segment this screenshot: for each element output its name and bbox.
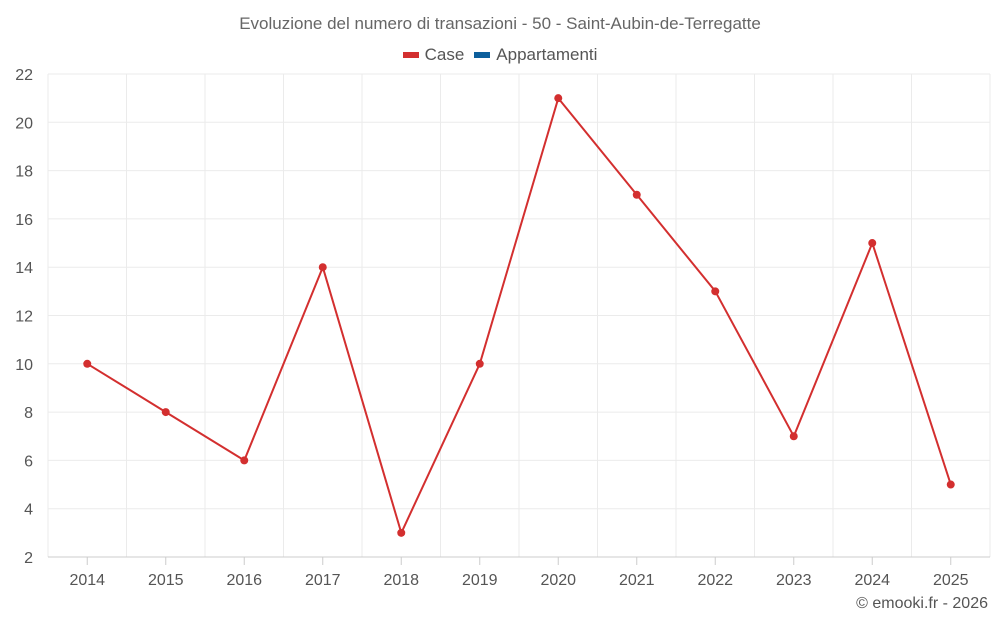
data-point-case (554, 94, 563, 103)
data-point-case (711, 287, 720, 296)
y-tick-label: 8 (24, 405, 33, 422)
x-tick-label: 2020 (540, 572, 576, 589)
y-tick-label: 6 (24, 453, 33, 470)
y-tick-label: 12 (15, 309, 33, 326)
data-point-case (868, 239, 877, 248)
data-point-case (789, 432, 798, 441)
x-tick-label: 2016 (226, 572, 262, 589)
x-tick-label: 2021 (619, 572, 655, 589)
x-tick-label: 2024 (854, 572, 890, 589)
data-point-case (397, 528, 406, 537)
x-tick-label: 2014 (69, 572, 105, 589)
legend-label-appartamenti: Appartamenti (496, 45, 598, 64)
x-tick-label: 2017 (305, 572, 341, 589)
y-tick-label: 16 (15, 212, 33, 229)
x-tick-label: 2019 (462, 572, 498, 589)
x-tick-label: 2023 (776, 572, 812, 589)
x-tick-label: 2025 (933, 572, 969, 589)
y-tick-label: 10 (15, 357, 33, 374)
data-point-case (240, 456, 249, 465)
y-tick-label: 4 (24, 502, 33, 519)
y-tick-label: 22 (15, 67, 33, 84)
data-point-case (318, 263, 327, 272)
legend-label-case: Case (424, 45, 465, 64)
legend: Case Appartamenti (0, 45, 1000, 65)
legend-swatch-appartamenti (474, 52, 491, 58)
data-point-case (83, 359, 92, 368)
x-tick-label: 2018 (383, 572, 419, 589)
data-point-case (946, 480, 955, 489)
chart-title: Evoluzione del numero di transazioni - 5… (239, 14, 761, 33)
y-tick-label: 18 (15, 164, 33, 181)
data-point-case (161, 408, 170, 417)
legend-swatch-case (402, 52, 419, 58)
data-point-case (475, 359, 484, 368)
data-point-case (632, 190, 641, 199)
series-line-case (86, 97, 952, 534)
legend-item-appartamenti[interactable]: Appartamenti (474, 45, 597, 65)
legend-item-case[interactable]: Case (402, 45, 465, 65)
y-tick-label: 2 (24, 550, 33, 567)
y-tick-label: 14 (15, 260, 33, 277)
y-tick-label: 20 (15, 115, 33, 132)
x-tick-label: 2022 (697, 572, 733, 589)
credit: © emooki.fr - 2026 (856, 595, 988, 612)
x-tick-label: 2015 (148, 572, 184, 589)
